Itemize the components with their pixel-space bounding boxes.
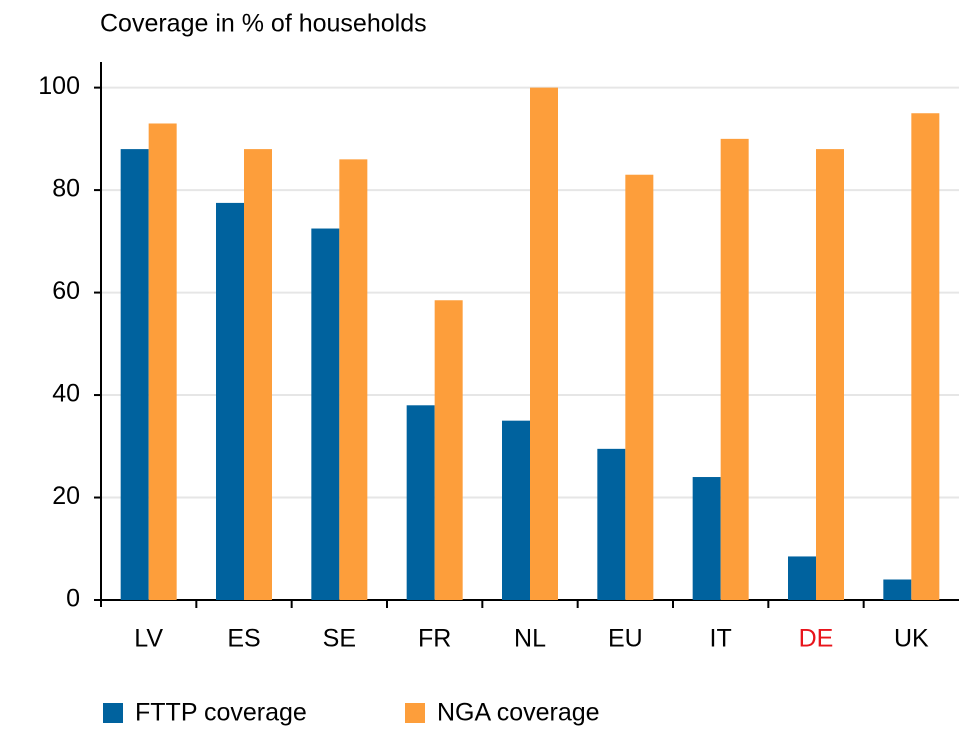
- bar: [406, 405, 435, 600]
- bar: [692, 477, 721, 600]
- x-tick-label: SE: [323, 625, 356, 653]
- bar: [434, 300, 463, 600]
- x-tick-label: DE: [799, 625, 834, 653]
- legend-label: NGA coverage: [437, 699, 600, 727]
- y-tick-label: 0: [66, 585, 80, 613]
- bar: [816, 149, 844, 600]
- x-tick-label: UK: [894, 625, 929, 653]
- x-tick-label: LV: [134, 625, 163, 653]
- legend-label: FTTP coverage: [135, 699, 307, 727]
- y-tick-label: 40: [52, 380, 80, 408]
- y-tick-label: 60: [52, 277, 80, 305]
- x-tick-label: ES: [227, 625, 260, 653]
- x-tick-label: EU: [608, 625, 643, 653]
- x-tick-label: NL: [514, 625, 546, 653]
- y-tick-label: 20: [52, 482, 80, 510]
- bar: [597, 448, 626, 600]
- y-tick-label: 100: [38, 72, 80, 100]
- bar: [883, 579, 912, 600]
- y-tick-label: 80: [52, 175, 80, 203]
- bar: [911, 113, 940, 600]
- bar: [311, 228, 340, 600]
- bar: [502, 420, 530, 600]
- bar: [120, 149, 149, 600]
- bar: [788, 556, 816, 600]
- legend-swatch: [405, 703, 425, 723]
- bar: [244, 149, 272, 600]
- bar: [216, 202, 244, 600]
- chart-title: Coverage in % of households: [100, 10, 427, 38]
- bar: [148, 123, 177, 600]
- x-tick-label: IT: [710, 625, 732, 653]
- bar: [530, 87, 558, 601]
- bar: [625, 174, 654, 600]
- legend-swatch: [103, 703, 123, 723]
- bar: [720, 138, 749, 600]
- x-tick-label: FR: [418, 625, 451, 653]
- bar: [339, 159, 368, 600]
